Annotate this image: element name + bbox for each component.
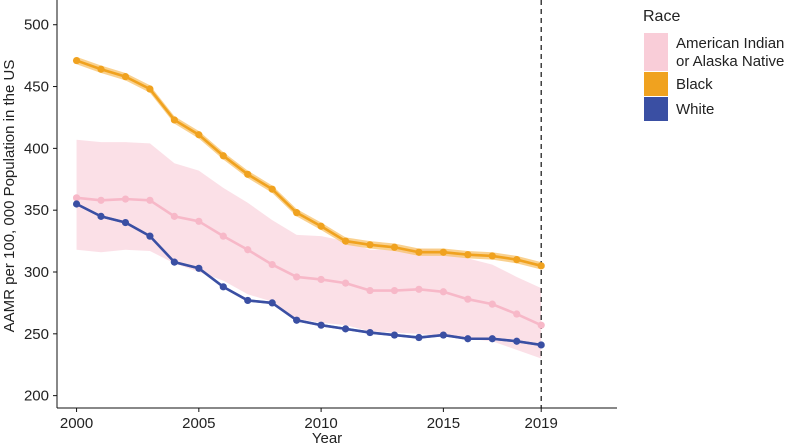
data-point-white-2018	[513, 337, 521, 345]
data-point-american-indian-or-alaska-native-2000	[72, 194, 81, 202]
data-point-black-2009	[293, 209, 301, 217]
data-point-white-2010	[317, 321, 325, 329]
series-points	[72, 56, 545, 349]
y-tick-label: 250	[24, 326, 49, 343]
series-lines	[75, 59, 542, 347]
data-point-white-2012	[366, 328, 374, 337]
data-point-black-2018	[513, 256, 521, 264]
data-point-black-2011	[341, 237, 350, 245]
data-point-american-indian-or-alaska-native-2007	[244, 246, 252, 254]
data-point-black-2007	[244, 170, 252, 178]
data-point-american-indian-or-alaska-native-2002	[121, 195, 130, 203]
y-tick-label: 450	[24, 79, 49, 96]
data-point-white-2011	[341, 325, 350, 333]
data-point-american-indian-or-alaska-native-2018	[513, 310, 521, 318]
data-point-american-indian-or-alaska-native-2014	[415, 285, 423, 293]
legend-key-american-indian-or-alaska-native	[644, 33, 668, 71]
data-point-black-2005	[195, 131, 203, 139]
ribbon-american-indian-or-alaska-native	[76, 139, 542, 359]
y-tick-label: 400	[24, 140, 49, 157]
data-point-white-2013	[390, 331, 399, 339]
y-tick-label: 350	[24, 202, 49, 219]
confidence-ribbons	[76, 56, 542, 359]
data-point-american-indian-or-alaska-native-2010	[317, 275, 325, 284]
data-point-american-indian-or-alaska-native-2019	[537, 321, 545, 329]
data-point-american-indian-or-alaska-native-2005	[195, 217, 203, 225]
data-point-black-2016	[464, 251, 472, 259]
data-point-white-2019	[537, 341, 545, 349]
data-point-american-indian-or-alaska-native-2015	[439, 288, 447, 296]
data-point-white-2015	[439, 331, 447, 339]
y-tick-label: 300	[24, 264, 49, 281]
legend-title: Race	[643, 8, 680, 25]
data-point-black-2019	[537, 262, 545, 270]
series-line-american-indian-or-alaska-native	[76, 196, 542, 327]
data-point-american-indian-or-alaska-native-2001	[97, 196, 105, 204]
data-point-white-2001	[97, 212, 105, 220]
data-point-american-indian-or-alaska-native-2003	[146, 196, 154, 204]
data-point-black-2012	[366, 241, 374, 249]
data-point-black-2008	[268, 185, 276, 193]
axes: 200 250 300 350 400 450 500 2000 2005 2010 2015 201…	[1, 0, 617, 447]
data-point-black-2006	[219, 152, 227, 160]
data-point-american-indian-or-alaska-native-2016	[464, 295, 472, 303]
data-point-black-2014	[415, 248, 423, 256]
data-point-american-indian-or-alaska-native-2011	[341, 279, 350, 287]
data-point-white-2016	[464, 335, 472, 343]
legend-key-white	[644, 97, 668, 121]
legend-label-american-indian-or-alaska-native: or Alaska Native	[676, 53, 784, 70]
data-point-white-2002	[121, 218, 130, 227]
data-point-american-indian-or-alaska-native-2012	[366, 286, 374, 295]
data-point-black-2003	[146, 85, 154, 93]
legend-label-white: White	[676, 101, 714, 118]
data-point-white-2000	[72, 200, 81, 208]
data-point-american-indian-or-alaska-native-2017	[488, 300, 496, 308]
x-tick-label: 2000	[60, 415, 93, 432]
data-point-white-2003	[146, 232, 154, 240]
x-tick-label: 2015	[427, 415, 460, 432]
data-point-american-indian-or-alaska-native-2004	[170, 212, 178, 220]
data-point-american-indian-or-alaska-native-2013	[390, 286, 399, 295]
data-point-white-2008	[268, 299, 276, 307]
x-tick-label: 2010	[304, 415, 337, 432]
legend-label-black: Black	[676, 76, 713, 93]
x-tick-label: 2005	[182, 415, 215, 432]
data-point-american-indian-or-alaska-native-2008	[268, 260, 276, 269]
data-point-black-2001	[97, 65, 105, 73]
data-point-white-2014	[415, 333, 423, 342]
data-point-black-2004	[170, 116, 178, 124]
legend-label-american-indian-or-alaska-native: American Indian	[676, 35, 784, 52]
data-point-white-2004	[170, 258, 178, 266]
data-point-white-2006	[219, 283, 227, 291]
data-point-white-2007	[244, 296, 252, 305]
x-axis-title: Year	[312, 430, 342, 447]
x-tick-label: 2019	[525, 415, 558, 432]
series-line-black	[76, 59, 542, 268]
data-point-black-2017	[488, 252, 496, 260]
legend-key-black	[644, 72, 668, 96]
data-point-black-2002	[121, 73, 130, 81]
y-tick-label: 200	[24, 388, 49, 405]
y-axis-title: AAMR per 100, 000 Population in the US	[1, 60, 18, 333]
y-tick-label: 500	[24, 17, 49, 34]
data-point-black-2013	[390, 243, 399, 251]
data-point-black-2015	[439, 248, 447, 256]
data-point-american-indian-or-alaska-native-2006	[219, 232, 227, 240]
data-point-white-2009	[293, 316, 301, 324]
data-point-white-2017	[488, 335, 496, 343]
data-point-american-indian-or-alaska-native-2009	[293, 273, 301, 281]
data-point-black-2000	[72, 56, 81, 65]
data-point-white-2005	[195, 264, 203, 272]
series-line-white	[75, 202, 542, 347]
data-point-black-2010	[317, 222, 325, 230]
